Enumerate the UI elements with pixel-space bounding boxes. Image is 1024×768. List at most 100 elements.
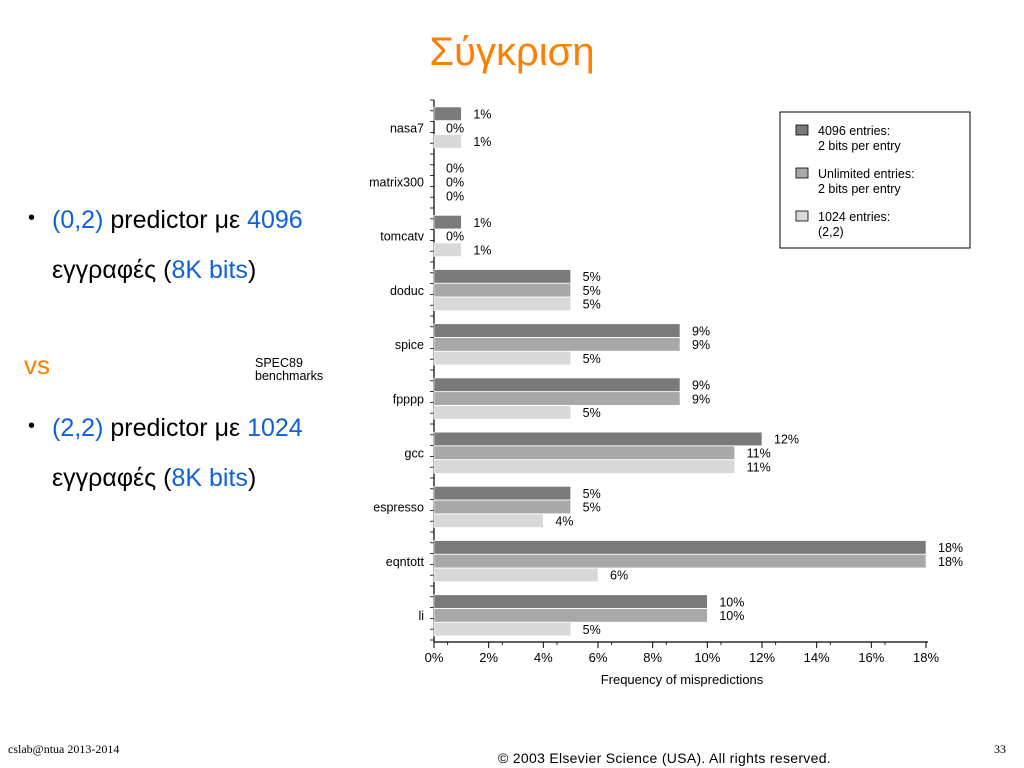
copyright-notice: © 2003 Elsevier Science (USA). All right… [498, 750, 831, 766]
category-label-espresso: espresso [373, 501, 424, 515]
bar-eqntott-series-2 [433, 554, 927, 569]
data-label-tomcatv-series-3: 1% [473, 244, 491, 258]
x-tick-label: 4% [534, 650, 553, 665]
bar-li-series-2 [433, 608, 708, 623]
legend-box [779, 111, 971, 249]
bar-gcc-series-1 [433, 431, 763, 447]
legend-entry-1: 2 bits per entry [818, 139, 901, 153]
bullet-dot: • [28, 415, 36, 437]
bar-doduc-series-1 [433, 269, 571, 284]
bullet-plain: ) [247, 256, 257, 284]
data-label-gcc-series-3: 11% [747, 460, 771, 474]
bullet-highlight: 8K bits [171, 256, 248, 284]
bar-spice-series-3 [433, 351, 571, 366]
bar-fpppp-series-2 [433, 391, 681, 406]
bar-nasa7-series-1 [433, 106, 462, 121]
data-label-espresso-series-2: 5% [583, 501, 601, 515]
data-label-matrix300-series-1: 0% [446, 162, 464, 176]
bar-doduc-series-2 [433, 283, 571, 298]
category-label-li: li [418, 609, 424, 623]
data-label-doduc-series-1: 5% [583, 270, 601, 284]
bar-espresso-series-3 [433, 513, 544, 528]
legend-entry-2: 2 bits per entry [818, 182, 901, 196]
y-group-label: benchmarks [255, 369, 323, 383]
bullet-text-1: (0,2) predictor με 4096 εγγραφές (8K bit… [52, 195, 352, 295]
data-label-li-series-3: 5% [583, 623, 601, 637]
data-label-espresso-series-1: 5% [583, 487, 601, 501]
x-tick-label: 12% [749, 650, 775, 665]
legend-entry-3: 1024 entries: [818, 210, 890, 224]
page-number: 33 [994, 742, 1006, 756]
bullet-highlight: 8K bits [171, 464, 248, 492]
data-label-nasa7-series-3: 1% [473, 135, 491, 149]
legend-entry-1: 4096 entries: [818, 124, 890, 138]
x-tick-label: 14% [804, 650, 830, 665]
bar-li-series-3 [433, 622, 571, 637]
bullet-highlight: 1024 [247, 414, 303, 442]
bullet-dot: • [28, 207, 36, 229]
bullet-plain: predictor με [103, 414, 248, 442]
bar-fpppp-series-1 [433, 377, 681, 392]
data-label-spice-series-3: 5% [583, 352, 601, 366]
x-tick-label: 18% [913, 650, 939, 665]
data-label-fpppp-series-3: 5% [583, 406, 601, 420]
data-label-li-series-2: 10% [719, 609, 744, 623]
bar-li-series-1 [433, 594, 708, 609]
bar-tomcatv-series-3 [433, 242, 462, 257]
data-label-doduc-series-3: 5% [583, 298, 601, 312]
footer-source: cslab@ntua 2013-2014 [8, 742, 120, 756]
bar-eqntott-series-3 [433, 567, 599, 583]
data-label-eqntott-series-1: 18% [938, 541, 963, 555]
data-label-nasa7-series-2: 0% [446, 121, 464, 135]
bar-doduc-series-3 [433, 296, 571, 311]
category-label-fpppp: fpppp [393, 392, 424, 406]
data-label-nasa7-series-1: 1% [473, 108, 491, 122]
bullet-plain: εγγραφές ( [52, 256, 172, 284]
bullet-highlight: 4096 [247, 206, 303, 234]
category-label-matrix300: matrix300 [369, 175, 424, 189]
category-label-eqntott: eqntott [386, 555, 425, 569]
data-label-matrix300-series-3: 0% [446, 189, 464, 203]
data-label-fpppp-series-2: 9% [692, 392, 710, 406]
category-label-gcc: gcc [405, 446, 424, 460]
x-axis-label: Frequency of mispredictions [601, 672, 764, 687]
bar-nasa7-series-3 [433, 134, 462, 149]
legend-swatch-1 [795, 124, 809, 136]
bar-spice-series-1 [433, 323, 681, 338]
bar-spice-series-2 [433, 337, 681, 352]
x-tick-label: 6% [589, 650, 608, 665]
category-label-tomcatv: tomcatv [380, 230, 425, 244]
category-label-spice: spice [395, 338, 424, 352]
data-label-espresso-series-3: 4% [555, 515, 573, 529]
slide-title: Σύγκριση [429, 30, 595, 74]
bar-espresso-series-1 [433, 486, 571, 501]
bullet-plain: εγγραφές ( [52, 464, 172, 492]
data-label-tomcatv-series-2: 0% [446, 230, 464, 244]
bullet-plain: ) [247, 464, 257, 492]
bar-tomcatv-series-1 [433, 215, 462, 230]
data-label-spice-series-1: 9% [692, 324, 710, 338]
x-tick-label: 10% [694, 650, 720, 665]
x-tick-label: 0% [425, 650, 444, 665]
bullet-plain: predictor με [103, 206, 248, 234]
data-label-gcc-series-2: 11% [747, 447, 771, 461]
legend-entry-3: (2,2) [818, 225, 844, 239]
bar-gcc-series-3 [433, 459, 735, 474]
data-label-eqntott-series-2: 18% [938, 555, 963, 569]
bar-fpppp-series-3 [433, 405, 571, 420]
data-label-li-series-1: 10% [719, 595, 744, 609]
y-group-label: SPEC89 [255, 356, 303, 370]
data-label-doduc-series-2: 5% [583, 284, 601, 298]
legend-swatch-2 [795, 167, 809, 179]
data-label-spice-series-2: 9% [692, 338, 710, 352]
category-label-doduc: doduc [390, 284, 424, 298]
bar-eqntott-series-1 [433, 540, 927, 555]
vs-label: vs [24, 350, 50, 380]
category-label-nasa7: nasa7 [390, 121, 424, 135]
data-label-fpppp-series-1: 9% [692, 379, 710, 393]
x-tick-label: 8% [643, 650, 662, 665]
bar-espresso-series-2 [433, 499, 571, 515]
data-label-eqntott-series-3: 6% [610, 569, 628, 583]
bullet-text-2: (2,2) predictor με 1024 εγγραφές (8K bit… [52, 403, 352, 503]
misprediction-bar-chart: 0% 2% 4% 6% 8% 10% 12% 14% 16% 18% Frequency of mi… [255, 99, 971, 687]
